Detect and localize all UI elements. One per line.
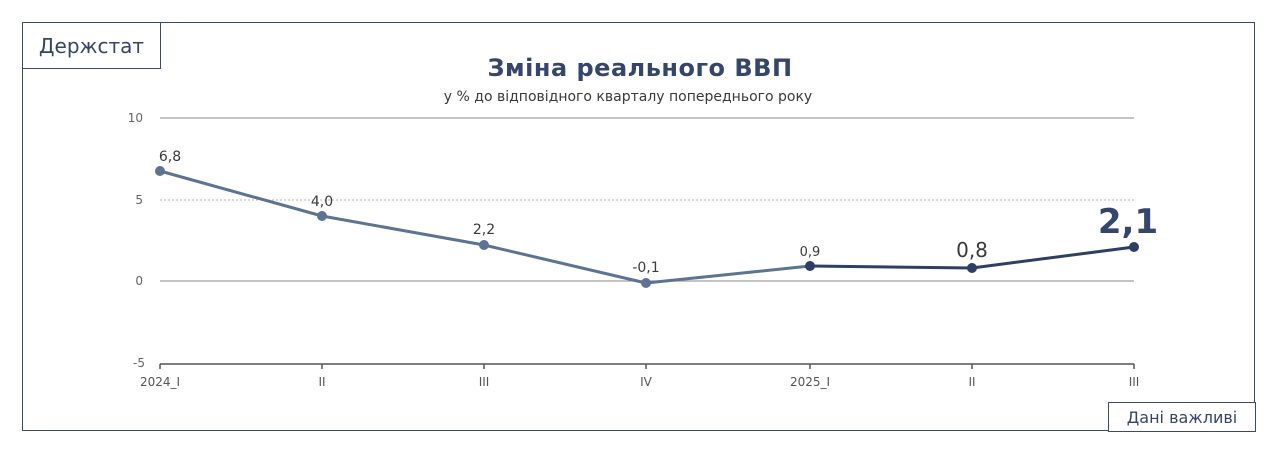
source-text: Держстат [38,33,145,58]
y-axis: 10 5 0 -5 [128,111,145,370]
y-tick-label: -5 [133,356,145,370]
chart-title: Зміна реального ВВП [487,54,793,82]
x-tick-label: III [479,375,490,389]
data-labels: 6,8 4,0 2,2 -0,1 0,9 0,8 2,1 [159,149,1158,276]
x-tick-label: III [1129,375,1140,389]
data-label-latest: 2,1 [1098,202,1158,242]
x-tick-label: II [968,375,975,389]
data-points [155,166,1139,288]
note-label: Дані важливі [1108,402,1256,432]
y-tick-label: 0 [135,274,143,288]
x-tick-label: II [318,375,325,389]
x-tick-label: 2024_I [140,375,180,389]
chart-frame [22,22,1255,431]
data-label: 0,9 [800,245,821,260]
x-tick-labels: 2024_I II III IV 2025_I II III [140,375,1139,389]
y-tick-label: 10 [128,111,143,125]
data-label: 4,0 [311,194,333,210]
data-point [1129,242,1139,252]
data-label: 2,2 [473,222,495,238]
data-point [967,263,977,273]
data-label: -0,1 [632,260,659,276]
data-point [155,166,165,176]
data-point [479,240,489,250]
data-point [317,211,327,221]
x-tick-label: 2025_I [790,375,830,389]
x-tick-label: IV [640,375,653,389]
data-point [641,278,651,288]
data-label: 6,8 [159,149,181,165]
source-label: Держстат [22,22,161,69]
x-axis [159,364,1135,369]
y-tick-label: 5 [135,193,143,207]
data-label-highlight: 0,8 [956,238,988,262]
note-text: Дані важливі [1126,407,1238,427]
chart-subtitle: у % до відповідного кварталу попередньог… [443,89,813,105]
data-point [805,261,815,271]
